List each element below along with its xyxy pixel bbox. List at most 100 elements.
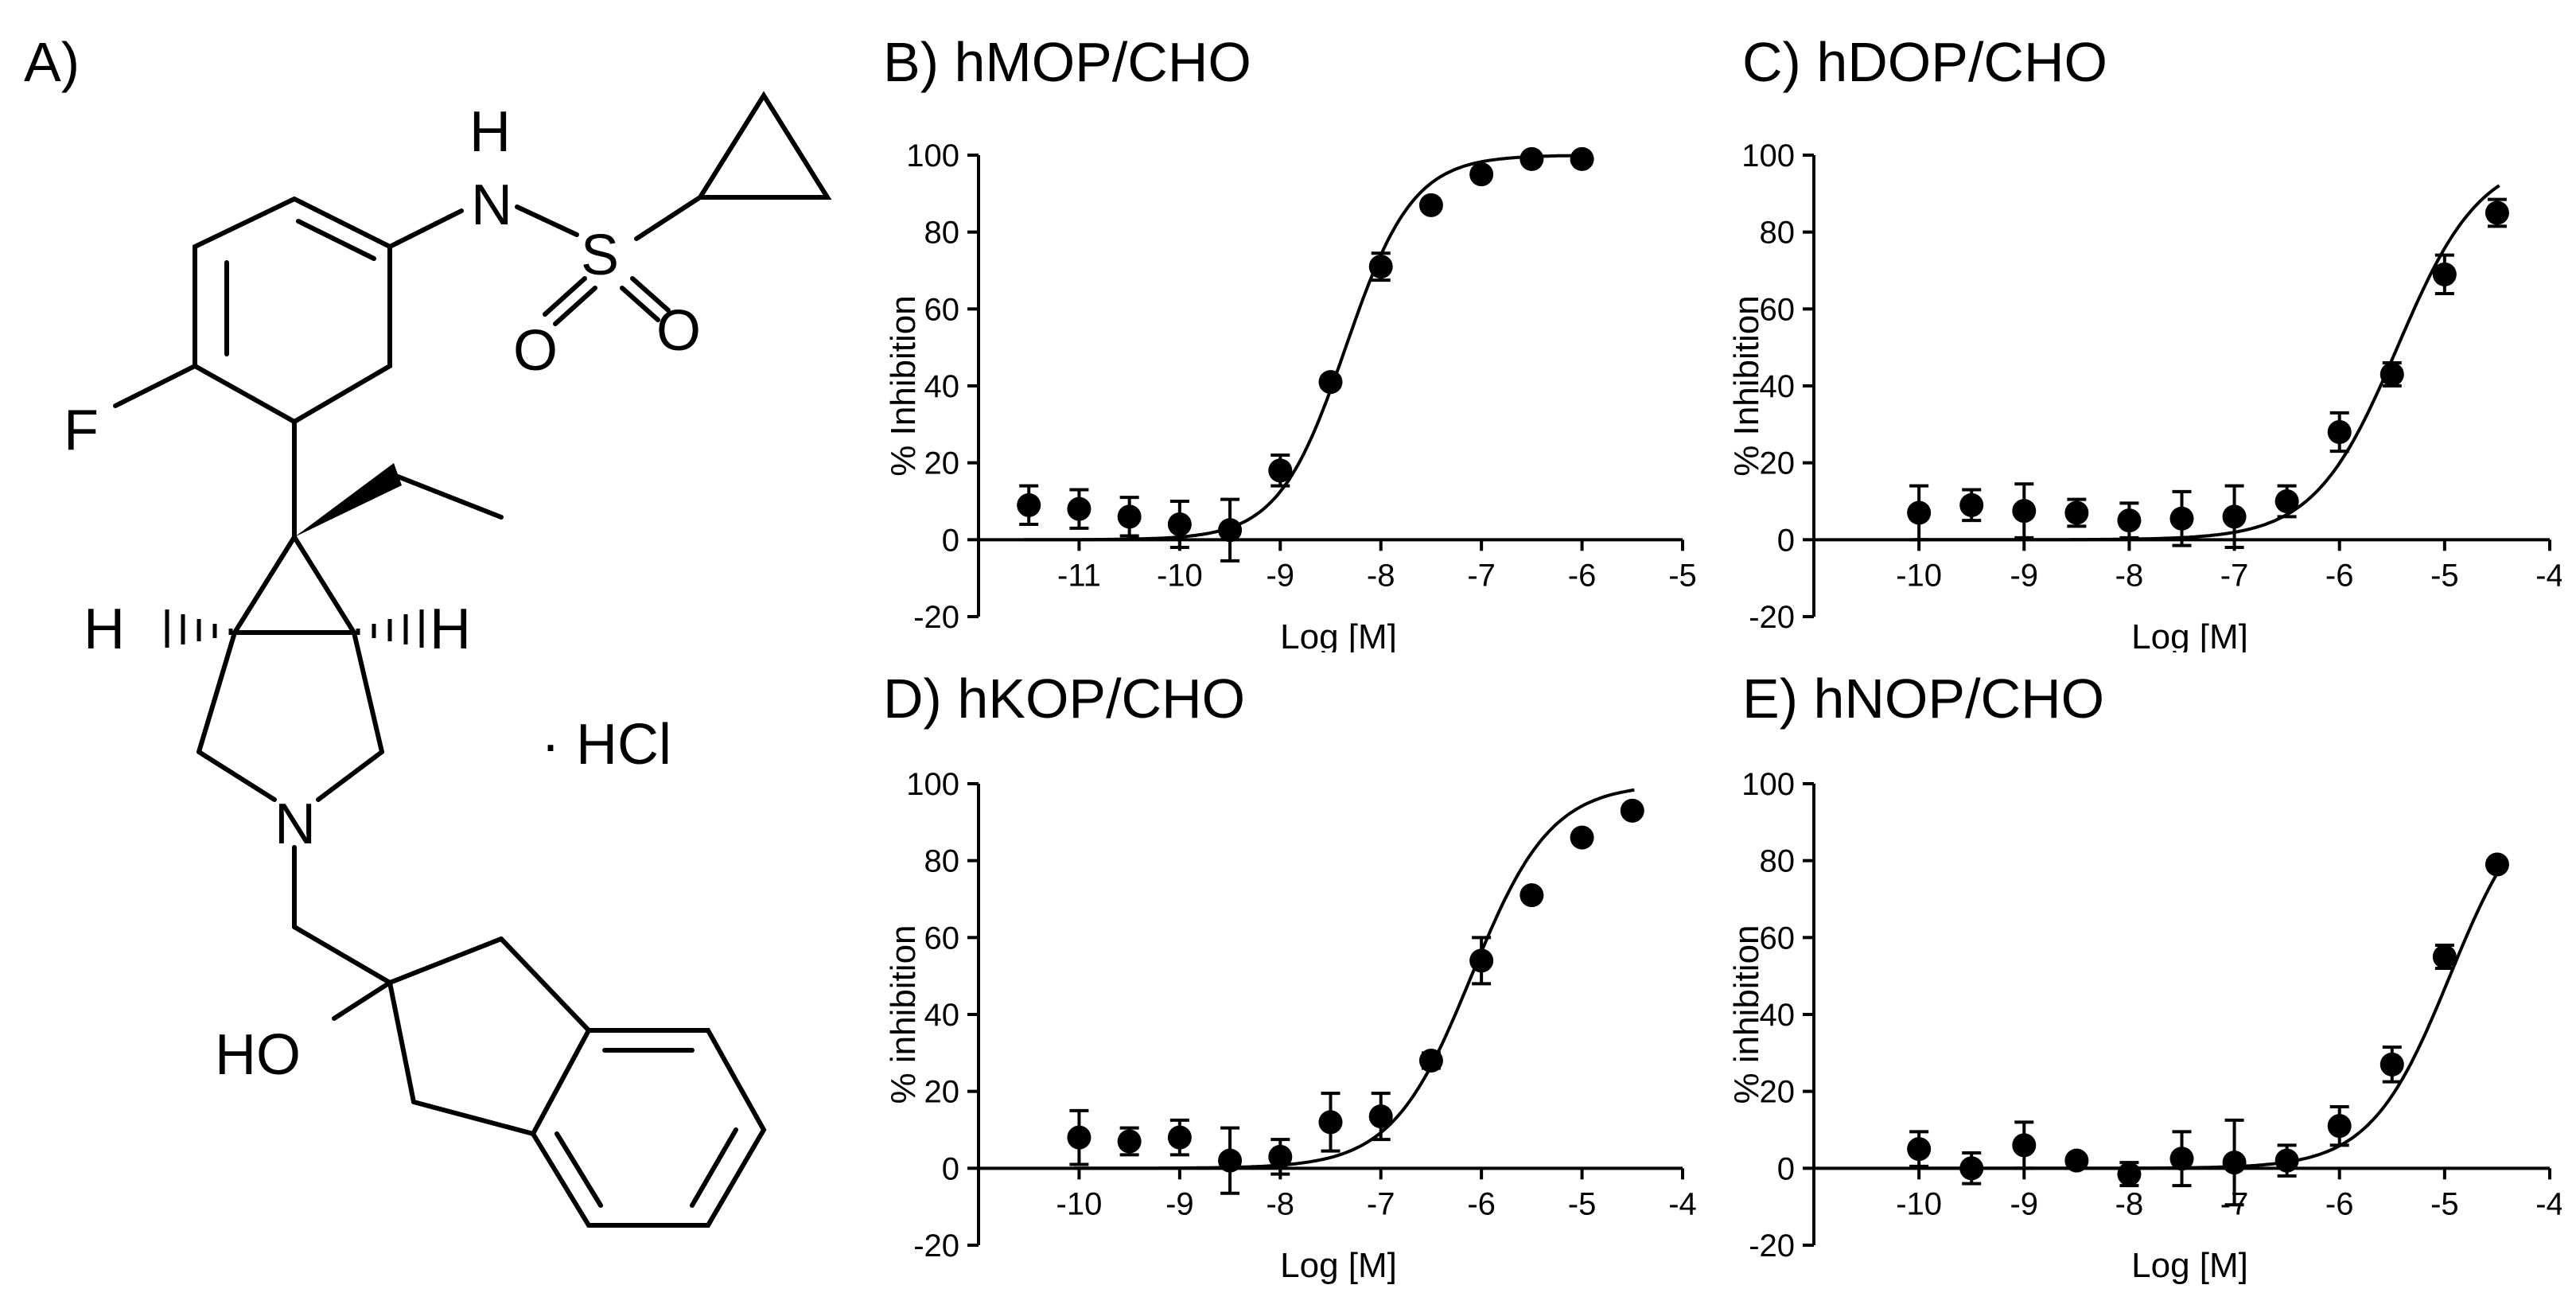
x-axis-label: Log [M] (2131, 617, 2248, 652)
x-tick-label: -6 (1568, 558, 1597, 593)
panel-c-name: hDOP/CHO (1816, 31, 2107, 93)
data-point (2327, 420, 2352, 444)
y-tick-label: 20 (924, 1075, 960, 1110)
y-tick-label: 60 (1760, 921, 1796, 956)
hcl-salt-label: · HCl (541, 713, 671, 777)
panel-b-title: B) hMOP/CHO (883, 30, 1251, 94)
data-point (1418, 193, 1443, 217)
data-point (1520, 883, 1544, 908)
y-tick-label: 80 (1760, 844, 1796, 879)
x-tick-label: -6 (2325, 1186, 2354, 1221)
data-point (1318, 370, 1343, 395)
panel-c: C) hDOP/CHO -20 0 20 40 60 80 100 -10 -9 -8 -7 -6 -5… (1718, 0, 2562, 652)
panel-d-name: hKOP/CHO (957, 668, 1246, 730)
atom-ho: HO (215, 1023, 301, 1087)
data-point (2117, 1162, 2142, 1186)
data-point (2432, 262, 2457, 286)
data-point (1167, 1125, 1192, 1150)
data-point (1469, 162, 1494, 187)
chart-hkop: -20 0 20 40 60 80 100 -10 -9 -8 -7 -6 -5 -4 Log [M] % i… (884, 767, 1697, 1285)
fit-curve (1913, 184, 2500, 542)
panel-a: A) (0, 0, 835, 1316)
data-point (1017, 493, 1041, 517)
atom-o-right: O (656, 299, 701, 363)
panel-c-title: C) hDOP/CHO (1742, 30, 2107, 94)
fit-curve (1074, 788, 1635, 1170)
x-tick-label: -4 (2535, 558, 2562, 593)
panel-b-letter: B) (883, 31, 939, 93)
fit-curve (1023, 154, 1585, 542)
y-axis-label: % Inhibition (884, 295, 923, 476)
y-tick-label: 60 (924, 921, 960, 956)
data-point (1218, 1148, 1243, 1173)
panel-d-letter: D) (883, 668, 942, 730)
data-point (1959, 493, 1984, 517)
data-point (1368, 1104, 1393, 1129)
atom-n-ring: N (274, 792, 316, 856)
atom-o-left: O (513, 319, 558, 383)
x-tick-label: -9 (2010, 1186, 2038, 1221)
y-tick-label: 20 (1760, 446, 1796, 481)
atom-f: F (64, 399, 99, 462)
panel-e-letter: E) (1742, 668, 1798, 730)
data-point (2117, 508, 2142, 533)
y-tick-label: 0 (1777, 1151, 1795, 1186)
panel-d: D) hKOP/CHO -20 0 20 40 60 80 100 -10 -9 -8 -7 -6 -5… (875, 652, 1718, 1316)
x-tick-label: -9 (1266, 558, 1294, 593)
data-point (1620, 798, 1644, 823)
panel-c-letter: C) (1742, 31, 1801, 93)
data-point (2432, 944, 2457, 969)
panel-e-name: hNOP/CHO (1813, 668, 2105, 730)
data-point (2012, 499, 2037, 524)
x-tick-label: -10 (1056, 1186, 1103, 1221)
x-tick-label: -5 (2430, 1186, 2459, 1221)
data-point (1218, 518, 1243, 543)
data-point (1318, 1110, 1343, 1135)
y-tick-label: 40 (924, 369, 960, 404)
y-tick-label: 0 (1777, 523, 1795, 558)
axes (967, 782, 1684, 1247)
x-tick-label: -10 (1896, 558, 1942, 593)
data-point (2169, 1147, 2194, 1171)
x-tick-label: -7 (2220, 558, 2249, 593)
data-point (1907, 1137, 1932, 1162)
x-tick-label: -11 (1057, 558, 1101, 593)
y-tick-label: 60 (1760, 292, 1796, 327)
x-tick-label: -5 (1668, 558, 1697, 593)
data-point (1570, 825, 1594, 850)
data-point (1570, 146, 1594, 171)
panel-b-name: hMOP/CHO (954, 31, 1251, 93)
panel-b: B) hMOP/CHO -20 0 20 40 60 80 100 -11 -10 -9 -8 -7-… (875, 0, 1718, 652)
x-tick-label: -6 (1467, 1186, 1496, 1221)
y-axis-label: % Inhibition (1727, 295, 1766, 476)
atom-h-amide: H (469, 100, 511, 164)
y-tick-label: 60 (924, 292, 960, 327)
x-tick-label: -5 (1568, 1186, 1597, 1221)
atom-h-left: H (84, 598, 125, 661)
x-tick-label: -5 (2430, 558, 2459, 593)
y-tick-label: 0 (942, 1151, 959, 1186)
x-axis-label: Log [M] (2131, 1246, 2248, 1285)
x-tick-label: -7 (1367, 1186, 1395, 1221)
y-tick-label: 40 (1760, 998, 1796, 1033)
x-tick-label: -6 (2325, 558, 2354, 593)
data-point (2169, 506, 2194, 531)
y-tick-label: 100 (1741, 138, 1795, 173)
atom-h-right: H (430, 598, 471, 661)
data-point (1907, 500, 1932, 525)
axes (1803, 154, 2551, 618)
atom-n-amide: N (471, 173, 512, 237)
x-tick-label: -4 (2535, 1186, 2562, 1221)
fit-curve (1913, 869, 2501, 1170)
y-tick-label: 20 (1760, 1075, 1796, 1110)
axes (1803, 782, 2551, 1247)
data-point (1959, 1156, 1984, 1181)
data-point (1268, 458, 1293, 483)
data-point (2485, 852, 2509, 877)
data-point (1117, 504, 1142, 529)
y-tick-label: 80 (924, 844, 960, 879)
data-point (1167, 512, 1192, 536)
data-point (1117, 1129, 1142, 1154)
panel-e: E) hNOP/CHO -20020406080100-10-9-8-7-6-5… (1718, 652, 2562, 1316)
